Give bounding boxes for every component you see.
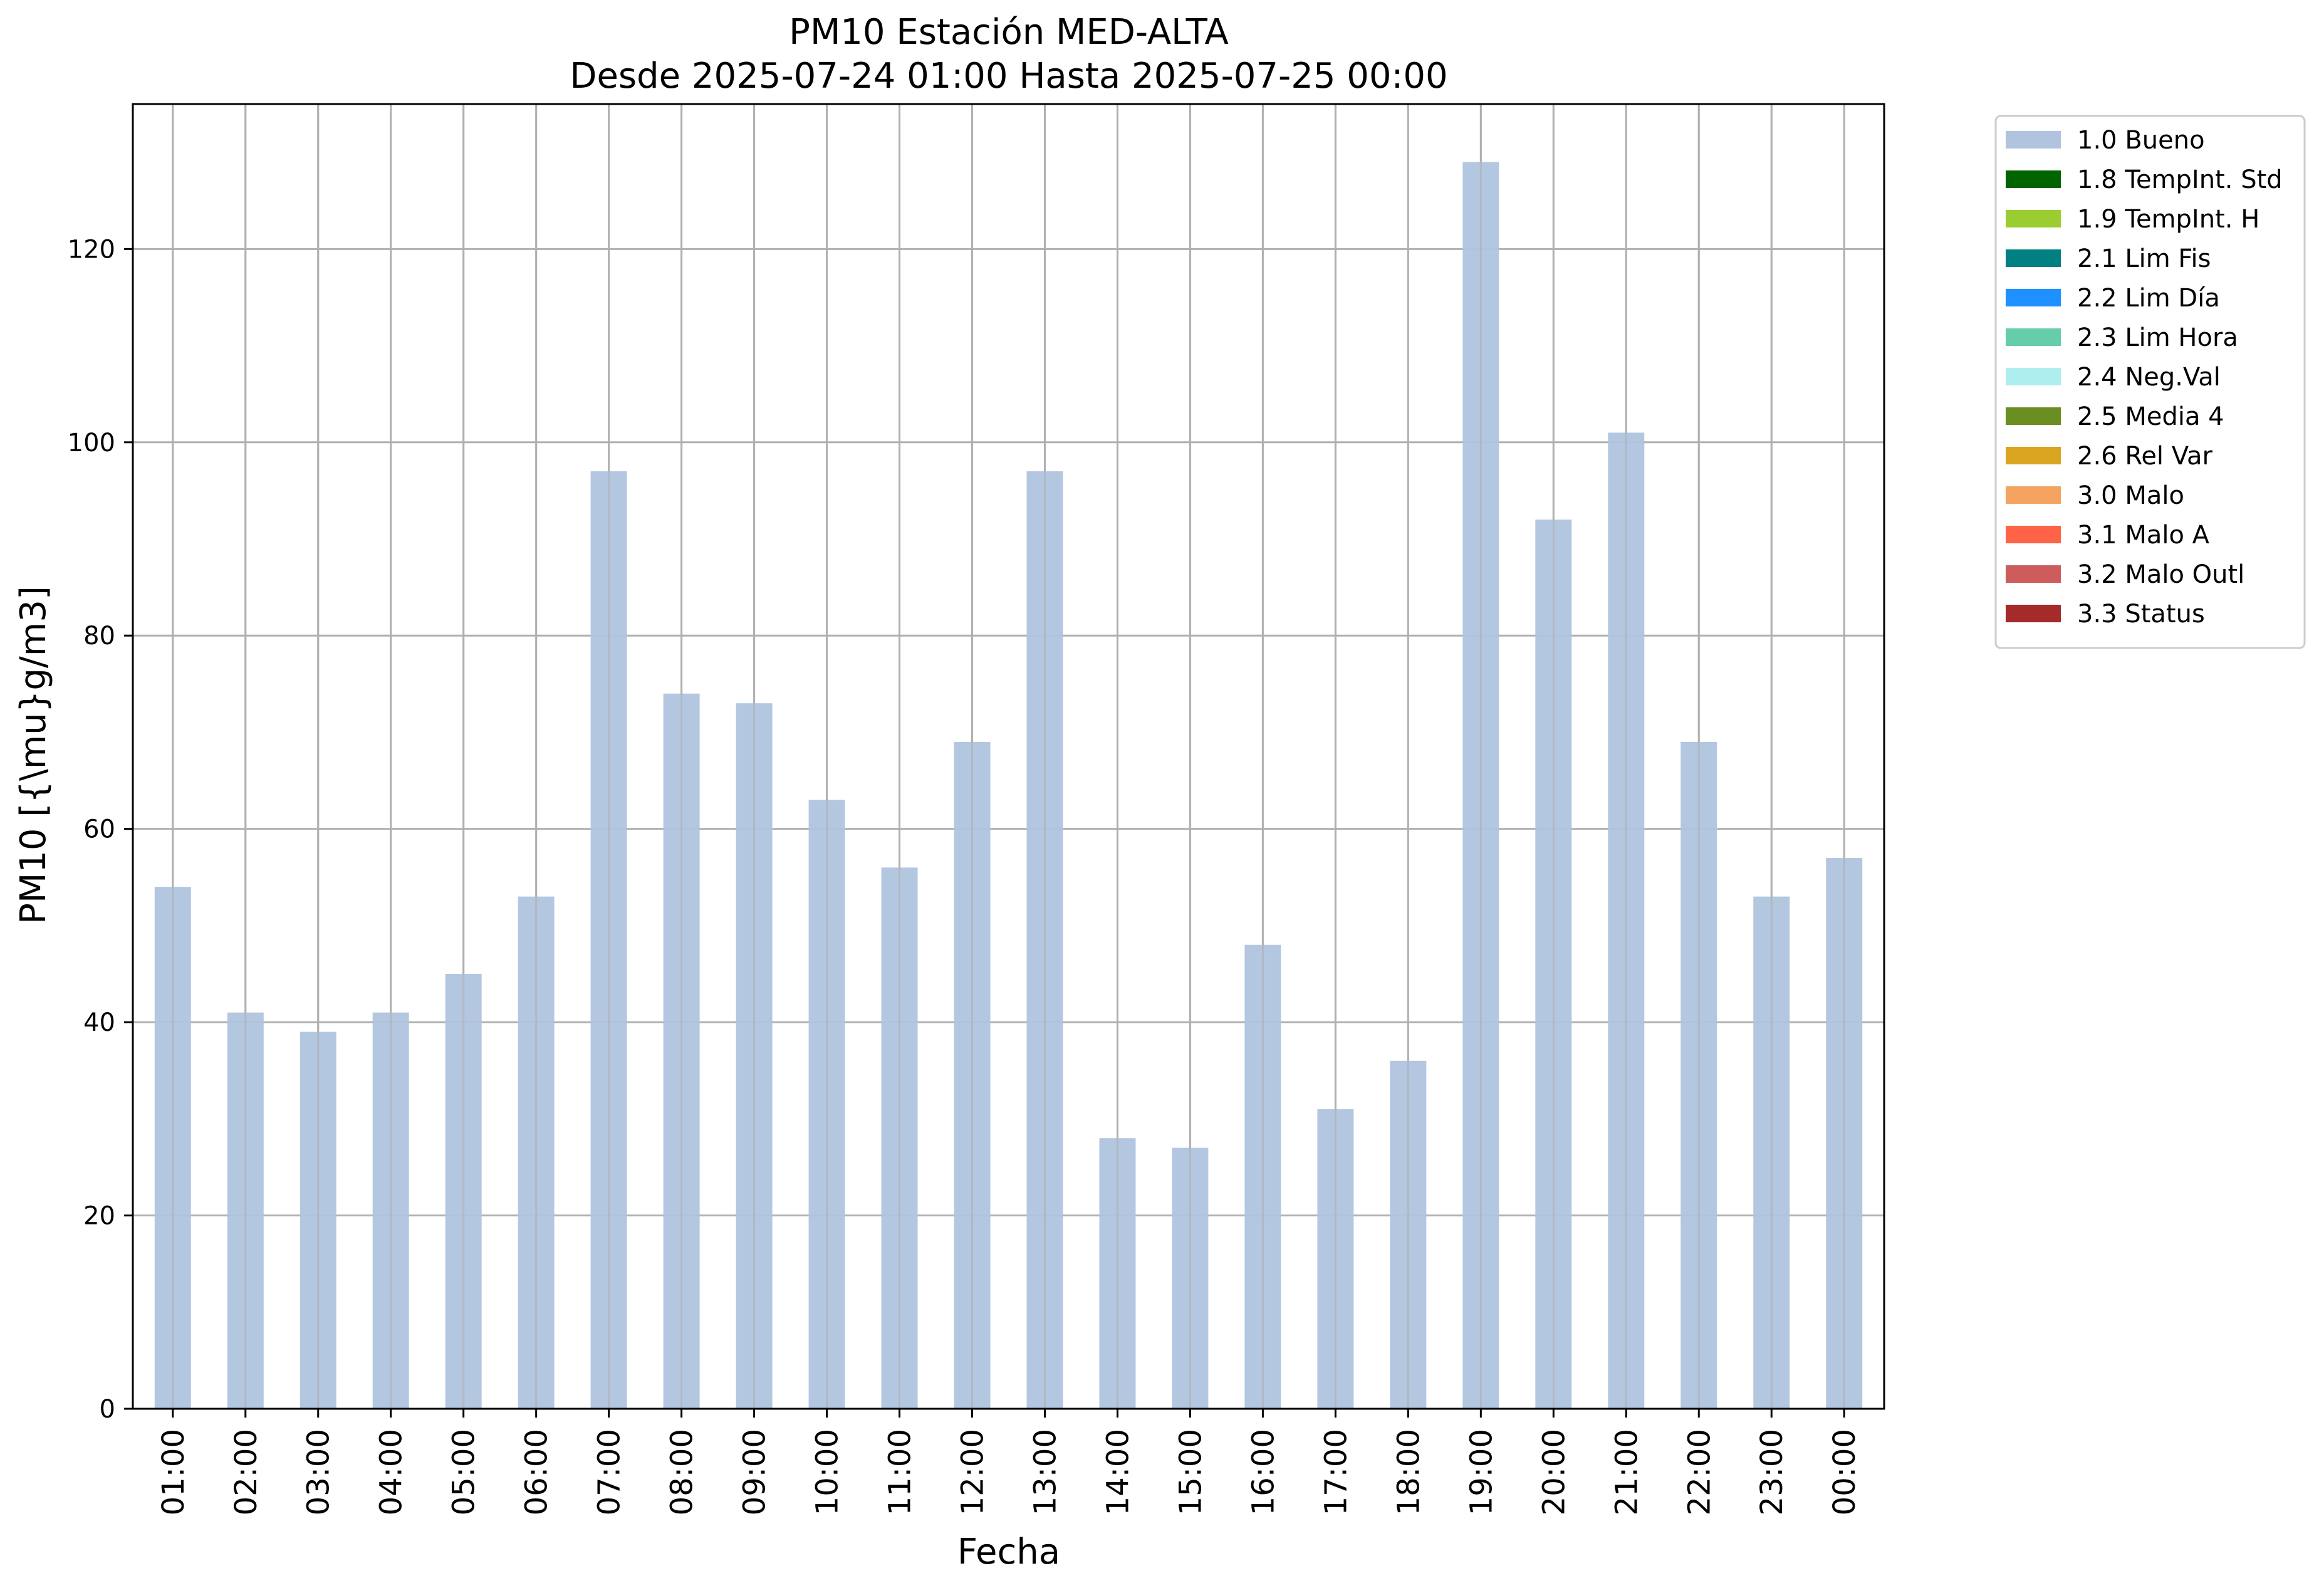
x-tick-label: 09:00 [737,1429,773,1515]
x-tick-label: 08:00 [665,1429,700,1515]
x-tick-label: 07:00 [592,1429,627,1515]
y-tick-label: 60 [83,815,115,844]
x-tick-label: 14:00 [1100,1429,1135,1515]
legend-label: 1.0 Bueno [2077,126,2205,155]
legend-swatch [2006,526,2061,543]
x-tick-label: 13:00 [1028,1429,1063,1515]
x-tick-label: 15:00 [1173,1429,1208,1515]
legend-swatch [2006,368,2061,385]
legend-box [1994,115,2306,649]
chart-title: PM10 Estación MED-ALTA Desde 2025-07-24 … [570,12,1447,97]
legend-label: 3.2 Malo Outl [2077,560,2244,589]
x-axis: 01:00 02:00 03:00 04:00 05:00 06:00 07:00 08:00… [156,1409,1862,1515]
legend-label: 2.2 Lim Día [2077,284,2220,313]
y-tick-label: 120 [68,235,115,264]
legend-swatch [2006,170,2061,188]
legend-swatch [2006,447,2061,464]
legend-swatch [2006,249,2061,267]
legend: 1.0 Bueno 1.8 TempInt. Std 1.9 TempInt. H 2… [1994,115,2306,649]
x-tick-label: 17:00 [1318,1429,1353,1515]
y-tick-label: 0 [100,1395,115,1424]
legend-label: 2.6 Rel Var [2077,442,2213,471]
x-tick-label: 03:00 [301,1429,336,1515]
legend-swatch [2006,210,2061,227]
x-tick-label: 18:00 [1391,1429,1426,1515]
y-tick-label: 20 [83,1202,115,1231]
legend-swatch [2006,486,2061,504]
x-tick-label: 22:00 [1682,1429,1717,1515]
x-tick-label: 01:00 [156,1429,191,1515]
x-tick-label: 00:00 [1827,1429,1862,1515]
legend-label: 1.9 TempInt. H [2077,205,2259,234]
legend-label: 1.8 TempInt. Std [2077,165,2283,194]
chart-title-line-2: Desde 2025-07-24 01:00 Hasta 2025-07-25 … [570,56,1447,97]
x-tick-label: 05:00 [447,1429,482,1515]
x-tick-label: 23:00 [1754,1429,1790,1515]
x-axis-label: Fecha [957,1532,1060,1572]
plot-frame [132,103,1885,1410]
y-axis: 0 20 40 60 80 100 120 [68,235,133,1424]
legend-label: 3.1 Malo A [2077,521,2210,550]
legend-swatch [2006,605,2061,622]
legend-label: 2.3 Lim Hora [2077,323,2238,352]
y-tick-label: 100 [68,429,115,457]
x-tick-label: 21:00 [1609,1429,1644,1515]
y-tick-label: 40 [83,1008,115,1037]
legend-swatch [2006,407,2061,425]
legend-label: 3.3 Status [2077,600,2205,629]
x-tick-label: 10:00 [810,1429,845,1515]
legend-label: 2.1 Lim Fis [2077,244,2211,273]
chart-title-line-1: PM10 Estación MED-ALTA [789,12,1229,53]
y-axis-label: PM10 [{\mu}g/m3] [13,586,54,924]
legend-swatch [2006,328,2061,346]
legend-swatch [2006,565,2061,583]
x-tick-label: 12:00 [956,1429,991,1515]
x-tick-label: 16:00 [1246,1429,1281,1515]
bars [154,104,1863,1409]
x-tick-label: 02:00 [229,1429,264,1515]
legend-swatch [2006,131,2061,149]
x-tick-label: 04:00 [374,1429,409,1515]
x-tick-label: 20:00 [1536,1429,1571,1515]
legend-label: 2.5 Media 4 [2077,402,2224,431]
plot-border [132,103,1885,1410]
x-tick-label: 06:00 [519,1429,555,1515]
x-tick-label: 19:00 [1464,1429,1499,1515]
legend-swatch [2006,289,2061,306]
y-tick-label: 80 [83,622,115,650]
legend-label: 2.4 Neg.Val [2077,363,2221,392]
x-tick-label: 11:00 [883,1429,918,1515]
legend-label: 3.0 Malo [2077,481,2184,510]
